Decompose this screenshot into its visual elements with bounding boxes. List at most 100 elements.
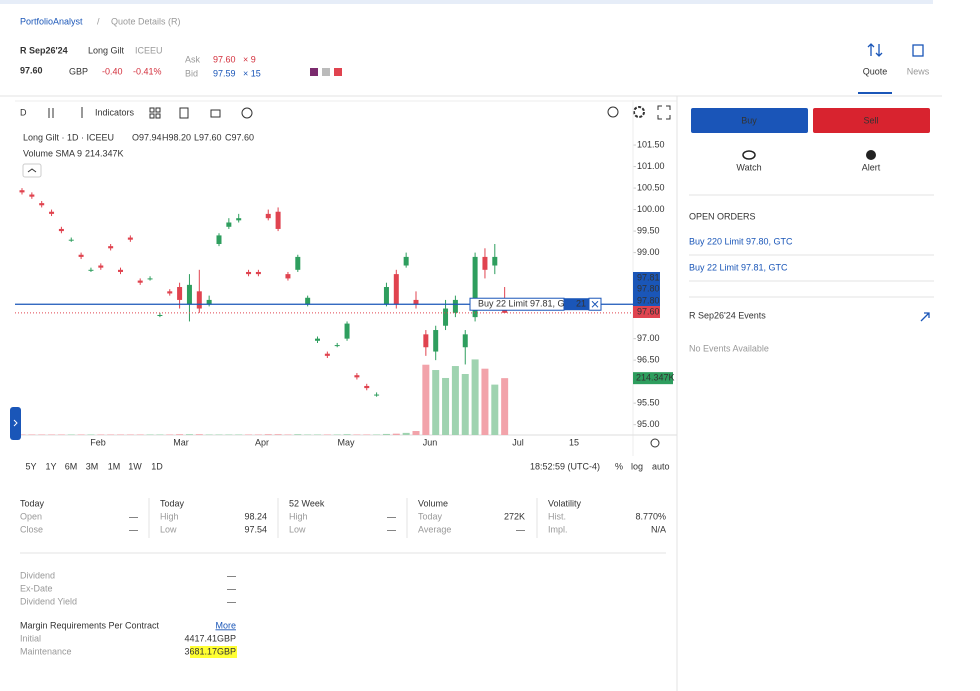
events-link-icon[interactable] (920, 312, 930, 322)
candle-body (364, 385, 370, 389)
stat-value: 98.24 (244, 511, 267, 521)
order-qty (564, 298, 589, 311)
scale-option[interactable]: log (631, 461, 643, 471)
scale-option[interactable]: % (615, 461, 623, 471)
stat-value: — (129, 524, 138, 534)
y-tick-label: 101.00 (637, 161, 665, 171)
candle-body (167, 291, 173, 294)
volume-bar (264, 434, 272, 435)
candle-body (344, 323, 350, 339)
bid-label: Bid (185, 68, 198, 78)
bid: 97.59 (213, 68, 236, 78)
candle-body (492, 256, 498, 266)
margin-title: Margin Requirements Per Contract (20, 620, 160, 630)
volume-bar (471, 359, 479, 435)
buy-label: Buy (741, 115, 757, 125)
price-tag-label: 97.80 (637, 295, 660, 305)
buy-button[interactable] (691, 108, 808, 133)
margin-value: 3681.17GBP (184, 646, 236, 656)
y-tick-label: 95.00 (637, 419, 660, 429)
candle-body (19, 190, 25, 193)
volume-bar (501, 378, 509, 435)
volume-bar (215, 434, 223, 435)
collapse-button[interactable] (22, 163, 42, 178)
flag-icon (310, 68, 318, 76)
scale-option[interactable]: auto (652, 461, 670, 471)
x-tick-label: 15 (569, 437, 579, 447)
order-qty-label: 21 (576, 299, 586, 309)
y-tick-label: 99.50 (637, 225, 660, 235)
y-tick-label: 95.50 (637, 398, 660, 408)
tab-quote[interactable]: Quote (863, 66, 888, 76)
dividend-value: — (227, 583, 236, 593)
ohlc-value: H98.20 (162, 132, 191, 142)
alert-label: Alert (862, 162, 881, 172)
x-tick-label: May (337, 437, 355, 447)
volume-bar (77, 434, 85, 435)
stat-value: — (129, 511, 138, 521)
tab-news[interactable]: News (907, 66, 930, 76)
dividend-label: Dividend Yield (20, 596, 77, 606)
stat-title: Volatility (548, 498, 582, 508)
volume-bar (314, 434, 321, 435)
flag-icon (334, 68, 342, 76)
open-order[interactable]: Buy 220 Limit 97.80, GTC (689, 236, 793, 246)
change: -0.40 (102, 66, 123, 76)
candle-body (206, 299, 212, 305)
range-button[interactable]: 6M (65, 461, 78, 471)
volume-bar (442, 377, 450, 435)
volume-tag-label: 214.347K (636, 373, 675, 383)
volume-bar (176, 434, 184, 435)
breadcrumb-link[interactable]: PortfolioAnalyst (20, 16, 83, 26)
volume-bar (333, 434, 341, 435)
price-tag (633, 272, 660, 284)
volume-bar (28, 434, 36, 435)
margin-more[interactable]: More (215, 620, 236, 630)
open-order[interactable]: Buy 22 Limit 97.81, GTC (689, 262, 788, 272)
alert-icon[interactable] (866, 150, 876, 160)
volume-bar (235, 434, 243, 435)
y-tick-label: 96.50 (637, 355, 660, 365)
volume-bar (432, 370, 440, 435)
volume-bar (156, 434, 164, 435)
range-button[interactable]: 1M (108, 461, 121, 471)
volume-bar (461, 374, 469, 435)
watch-icon[interactable] (742, 150, 756, 160)
candle-body (186, 284, 192, 305)
x-tick-label: Mar (173, 437, 189, 447)
candle-body (255, 271, 261, 275)
range-button[interactable]: 3M (86, 461, 99, 471)
dividend-label: Dividend (20, 570, 55, 580)
y-tick-label: 99.00 (637, 247, 660, 257)
candle-body (127, 237, 133, 240)
candle-body (137, 280, 143, 283)
candle-body (177, 287, 183, 300)
stat-label: Low (289, 524, 306, 534)
fullscreen-icon (657, 105, 671, 120)
currency: GBP (69, 66, 88, 76)
candle-body (88, 269, 94, 271)
price-tag-label: 97.80 (637, 283, 660, 293)
settings-icon (633, 106, 645, 118)
volume-bar (382, 433, 390, 435)
stat-label: Open (20, 511, 42, 521)
side-toggle[interactable] (10, 407, 21, 440)
range-button[interactable]: 1D (151, 461, 163, 471)
sell-button[interactable] (813, 108, 930, 133)
indicators-button[interactable]: Indicators (95, 107, 135, 117)
candle-body (305, 297, 311, 305)
highlight (190, 646, 237, 658)
stat-label: High (160, 511, 179, 521)
order-tag-label: Buy 22 Limit 97.81, GTC (478, 299, 577, 309)
volume-bar (481, 368, 489, 435)
stat-label: Close (20, 524, 43, 534)
candle-body (413, 299, 419, 305)
y-tick-label: 97.00 (637, 333, 660, 343)
candle-body (433, 330, 439, 352)
candle-body (334, 345, 340, 347)
range-button[interactable]: 1W (128, 461, 142, 471)
range-button[interactable]: 5Y (25, 461, 36, 471)
candle-body (246, 271, 252, 275)
ask: 97.60 (213, 54, 236, 64)
range-button[interactable]: 1Y (45, 461, 56, 471)
